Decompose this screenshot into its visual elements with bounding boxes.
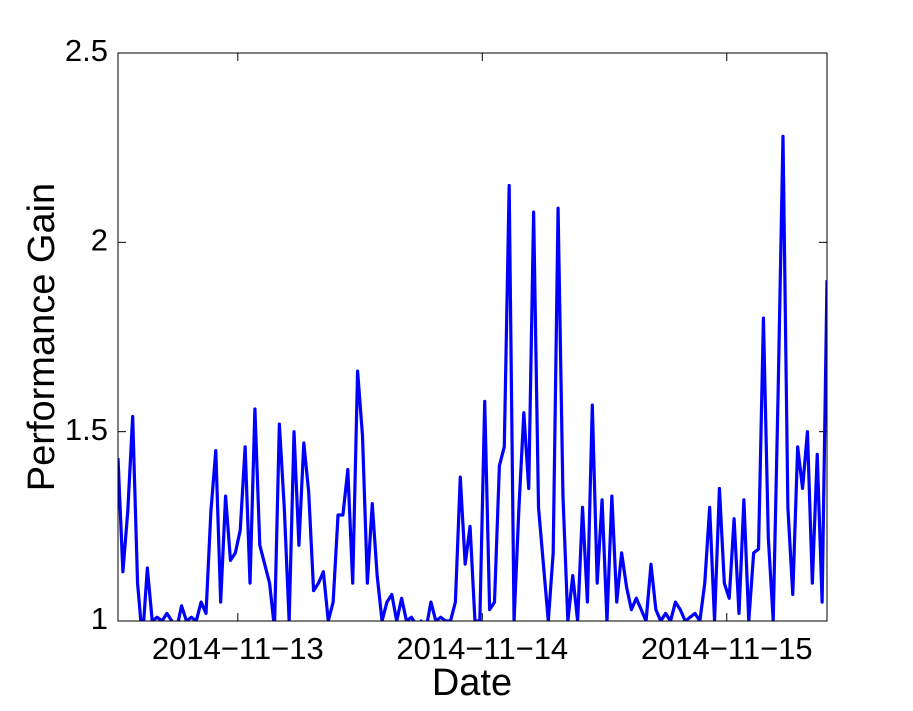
axes-box xyxy=(117,52,828,622)
x-axis-label: Date xyxy=(432,662,512,704)
y-tick-label: 2 xyxy=(91,223,108,258)
x-tick-label: 2014−11−14 xyxy=(396,631,568,666)
y-axis-label: Performance Gain xyxy=(21,183,63,491)
data-line xyxy=(118,134,827,621)
y-tick-label: 2.5 xyxy=(65,33,108,68)
y-tick-label: 1.5 xyxy=(65,412,108,447)
x-tick-label: 2014−11−15 xyxy=(641,631,813,666)
x-tick-label: 2014−11−13 xyxy=(152,631,324,666)
y-tick-label: 1 xyxy=(91,601,108,636)
